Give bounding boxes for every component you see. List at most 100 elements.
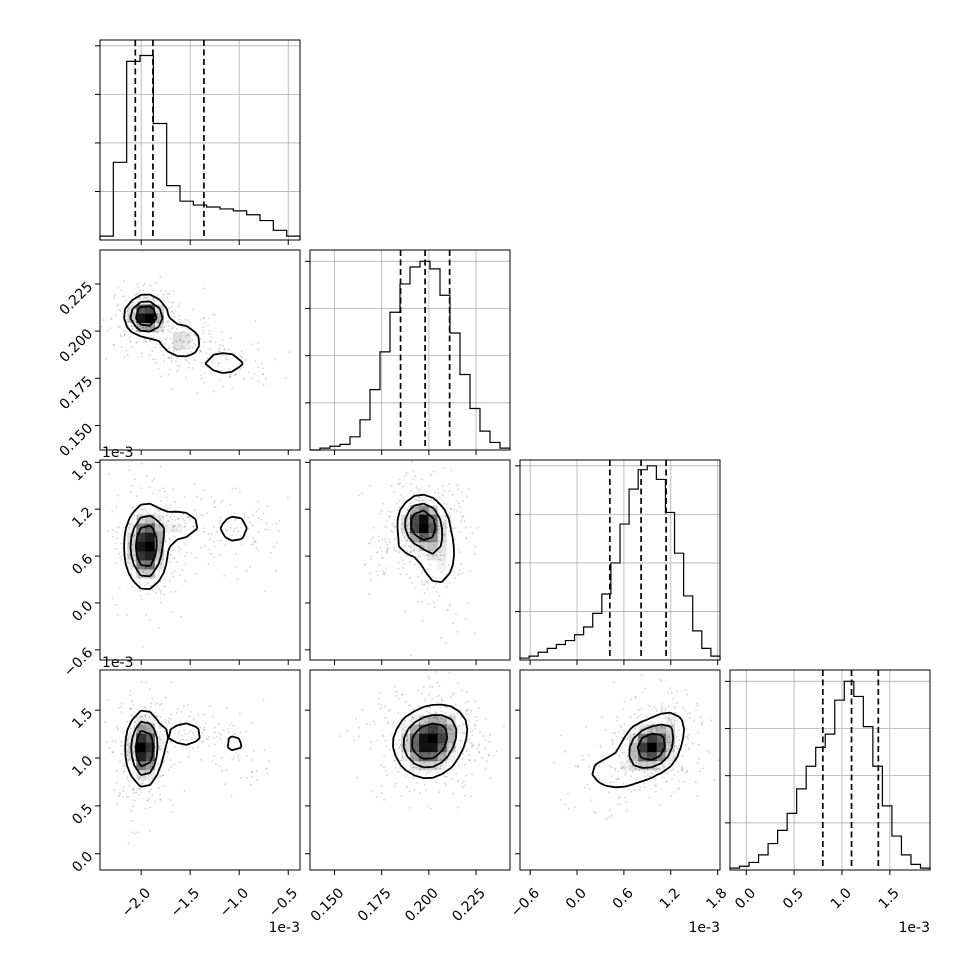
sample-point bbox=[173, 557, 176, 559]
sample-point bbox=[136, 831, 139, 834]
sample-point bbox=[115, 781, 118, 784]
density-cell bbox=[428, 541, 438, 552]
hist-bin-p1-12 bbox=[430, 269, 440, 450]
sample-point bbox=[142, 570, 145, 572]
sample-point bbox=[443, 752, 446, 755]
sample-point bbox=[405, 520, 408, 523]
sample-point bbox=[364, 563, 367, 566]
sample-point bbox=[117, 729, 120, 731]
sample-point bbox=[226, 358, 229, 361]
sample-point bbox=[455, 772, 458, 775]
sample-point bbox=[633, 733, 636, 735]
sample-point bbox=[685, 736, 687, 738]
sample-point bbox=[179, 548, 182, 551]
sample-point bbox=[156, 715, 159, 717]
density-cell bbox=[437, 742, 447, 753]
sample-point bbox=[157, 548, 160, 551]
density-cell bbox=[446, 733, 456, 744]
density-cell bbox=[136, 322, 146, 333]
sample-point bbox=[178, 314, 181, 317]
sample-point bbox=[674, 739, 676, 742]
sample-point bbox=[164, 338, 167, 340]
sample-point bbox=[237, 753, 240, 756]
sample-point bbox=[420, 512, 423, 515]
sample-point bbox=[441, 700, 443, 703]
sample-point bbox=[228, 368, 231, 371]
sample-point bbox=[410, 654, 413, 657]
sample-point bbox=[426, 554, 429, 557]
sample-point bbox=[406, 540, 408, 542]
sample-point bbox=[672, 768, 674, 771]
sample-point bbox=[191, 346, 194, 349]
sample-point bbox=[132, 788, 135, 791]
sample-point bbox=[424, 721, 427, 724]
sample-point bbox=[643, 782, 646, 785]
sample-point bbox=[375, 795, 378, 798]
sample-point bbox=[488, 734, 491, 737]
sample-point bbox=[168, 324, 171, 327]
sample-point bbox=[288, 351, 291, 354]
sample-point bbox=[456, 682, 459, 684]
sample-point bbox=[445, 761, 448, 764]
sample-point bbox=[125, 778, 128, 780]
sample-point bbox=[207, 563, 210, 566]
sample-point bbox=[404, 775, 407, 777]
sample-point bbox=[162, 354, 165, 357]
sample-point bbox=[129, 694, 132, 696]
sample-point bbox=[418, 706, 421, 708]
sample-point bbox=[130, 727, 133, 730]
hist-bin-p0-3 bbox=[140, 56, 153, 240]
sample-point bbox=[148, 779, 151, 781]
sample-point bbox=[189, 350, 192, 353]
sample-point bbox=[638, 708, 640, 711]
sample-point bbox=[428, 677, 430, 680]
sample-point bbox=[698, 758, 701, 760]
sample-point bbox=[212, 716, 214, 718]
sample-point bbox=[126, 754, 129, 757]
sample-point bbox=[170, 740, 173, 743]
sample-point bbox=[406, 509, 409, 511]
sample-point bbox=[134, 559, 137, 562]
sample-point bbox=[187, 366, 190, 369]
sample-point bbox=[353, 739, 355, 742]
density-cell bbox=[656, 733, 666, 744]
sample-point bbox=[401, 756, 404, 758]
sample-point bbox=[219, 516, 222, 519]
hist-outline-p3 bbox=[729, 680, 931, 870]
sample-point bbox=[564, 803, 567, 806]
sample-point bbox=[128, 336, 131, 339]
sample-point bbox=[115, 505, 118, 508]
sample-point bbox=[252, 750, 255, 752]
sample-point bbox=[585, 725, 587, 728]
panel-p0-p3 bbox=[99, 669, 301, 871]
sample-point bbox=[147, 322, 150, 325]
sample-point bbox=[616, 719, 619, 722]
sample-point bbox=[466, 708, 469, 711]
density-cell bbox=[428, 733, 438, 744]
sample-point bbox=[210, 336, 213, 338]
hist-bin-p2-8 bbox=[593, 613, 602, 660]
density-cell bbox=[181, 340, 192, 351]
density-cell bbox=[172, 340, 183, 351]
sample-point bbox=[399, 743, 402, 746]
sample-point bbox=[159, 730, 162, 732]
sample-point bbox=[400, 528, 402, 531]
sample-point bbox=[231, 758, 234, 761]
sample-point bbox=[358, 494, 360, 497]
sample-point bbox=[214, 726, 216, 729]
sample-point bbox=[651, 773, 653, 776]
sample-point bbox=[250, 759, 253, 761]
sample-point bbox=[688, 746, 690, 749]
sample-point bbox=[130, 325, 133, 327]
sample-point bbox=[257, 380, 260, 383]
sample-point bbox=[226, 707, 229, 710]
sample-point bbox=[403, 563, 406, 566]
sample-point bbox=[449, 507, 452, 510]
sample-point bbox=[184, 733, 187, 735]
sample-point bbox=[146, 573, 149, 576]
sample-point bbox=[409, 551, 412, 553]
sample-point bbox=[141, 715, 144, 718]
sample-point bbox=[481, 757, 484, 759]
sample-point bbox=[181, 326, 184, 328]
sample-point bbox=[205, 352, 208, 355]
